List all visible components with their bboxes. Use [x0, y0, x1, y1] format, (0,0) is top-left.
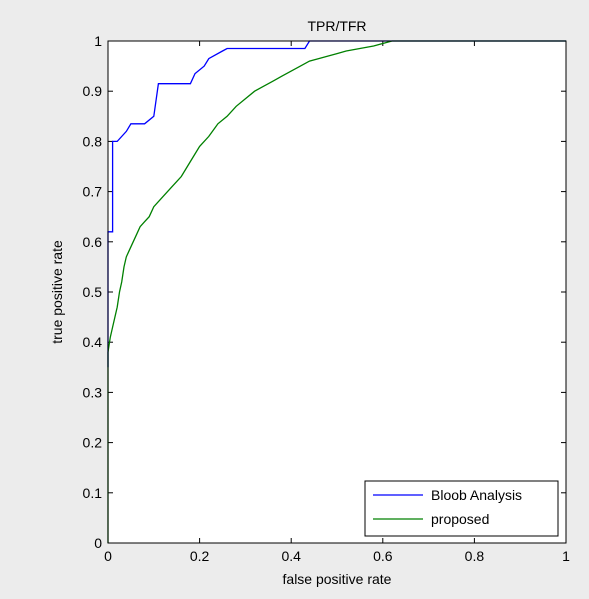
- legend: Bloob Analysis proposed: [364, 480, 559, 537]
- x-tick-label: 0.4: [281, 548, 301, 564]
- legend-label-bloob-analysis: Bloob Analysis: [431, 487, 522, 503]
- chart-title: TPR/TFR: [307, 18, 366, 34]
- series-line-bloob-analysis: [107, 40, 566, 368]
- x-tick-label: 0: [104, 548, 112, 564]
- x-tick-label: 0.6: [373, 548, 393, 564]
- series-lines: [107, 40, 566, 543]
- x-axis-label: false positive rate: [283, 571, 392, 587]
- y-tick-label: 0.4: [83, 334, 103, 350]
- y-tick-label: 0.6: [83, 234, 103, 250]
- legend-label-proposed: proposed: [431, 511, 489, 527]
- axis-ticks: 0 0.2 0.4 0.6 0.8 1 0 0.1 0.2 0.3 0.4 0.5 0.6 0.7 0.8 0…: [83, 33, 571, 564]
- x-tick-label: 0.8: [465, 548, 485, 564]
- x-tick-label: 0.2: [190, 548, 210, 564]
- y-tick-label: 0.2: [83, 435, 103, 451]
- y-tick-label: 0.5: [83, 284, 103, 300]
- y-tick-label: 1: [94, 33, 102, 49]
- series-line-proposed: [107, 40, 566, 543]
- y-tick-label: 0.8: [83, 133, 103, 149]
- y-tick-label: 0.3: [83, 384, 103, 400]
- y-tick-label: 0.9: [83, 83, 103, 99]
- y-axis-label: true positive rate: [49, 240, 65, 344]
- y-tick-label: 0.1: [83, 485, 103, 501]
- x-tick-label: 1: [562, 548, 570, 564]
- y-tick-label: 0.7: [83, 184, 103, 200]
- plot-frame: [107, 40, 567, 544]
- legend-box: [364, 480, 559, 537]
- plot-area: [108, 41, 566, 543]
- y-tick-label: 0: [94, 535, 102, 551]
